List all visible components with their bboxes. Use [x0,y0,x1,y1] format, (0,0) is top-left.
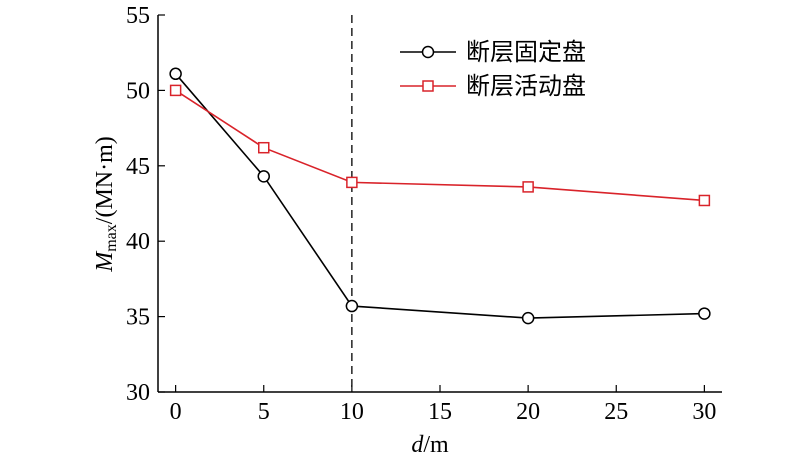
x-tick-label: 0 [170,399,182,425]
y-tick-label: 45 [126,154,150,180]
y-tick-label: 30 [126,380,150,406]
data-point [346,176,358,189]
y-axis-sub: max [103,224,120,252]
data-point [345,299,359,313]
x-tick-label: 15 [428,399,452,425]
y-tick-label: 35 [126,305,150,331]
x-tick-label: 30 [692,399,716,425]
data-point [522,181,534,193]
y-tick-label: 55 [126,3,150,29]
x-tick-label: 25 [604,399,628,425]
series-layer [169,67,711,325]
data-point [698,307,711,320]
series-1-line [175,73,705,319]
data-point [169,84,182,97]
x-tick-label: 5 [258,399,270,425]
y-axis-label: Mmax/(MN·m) [92,136,120,273]
plot-frame [157,15,722,393]
series-2-line [175,89,705,202]
data-point [521,311,535,325]
x-tick-label: 20 [516,399,540,425]
series-1 [169,67,711,325]
x-tick-label: 10 [340,399,364,425]
y-tick-label: 40 [126,229,150,255]
data-point [698,194,711,207]
legend-marker-series-1 [421,45,435,59]
legend: 断层固定盘 断层活动盘 [400,38,586,100]
x-axis-label: d/m [411,432,449,458]
ticks-layer: 0 5 10 15 20 25 30 30 35 40 45 50 55 [126,3,716,425]
y-axis-unit: /(MN·m) [92,136,118,224]
data-point [258,141,270,154]
y-axis-var: M [92,250,118,273]
legend-label-series-1: 断层固定盘 [466,38,586,66]
data-point [169,67,182,81]
data-point [257,170,270,183]
series-2 [169,84,711,207]
x-axis-unit: /m [423,432,449,458]
y-tick-label: 50 [126,78,150,104]
legend-label-series-2: 断层活动盘 [466,72,586,100]
x-axis-var: d [411,432,424,458]
legend-marker-series-2 [422,80,434,92]
